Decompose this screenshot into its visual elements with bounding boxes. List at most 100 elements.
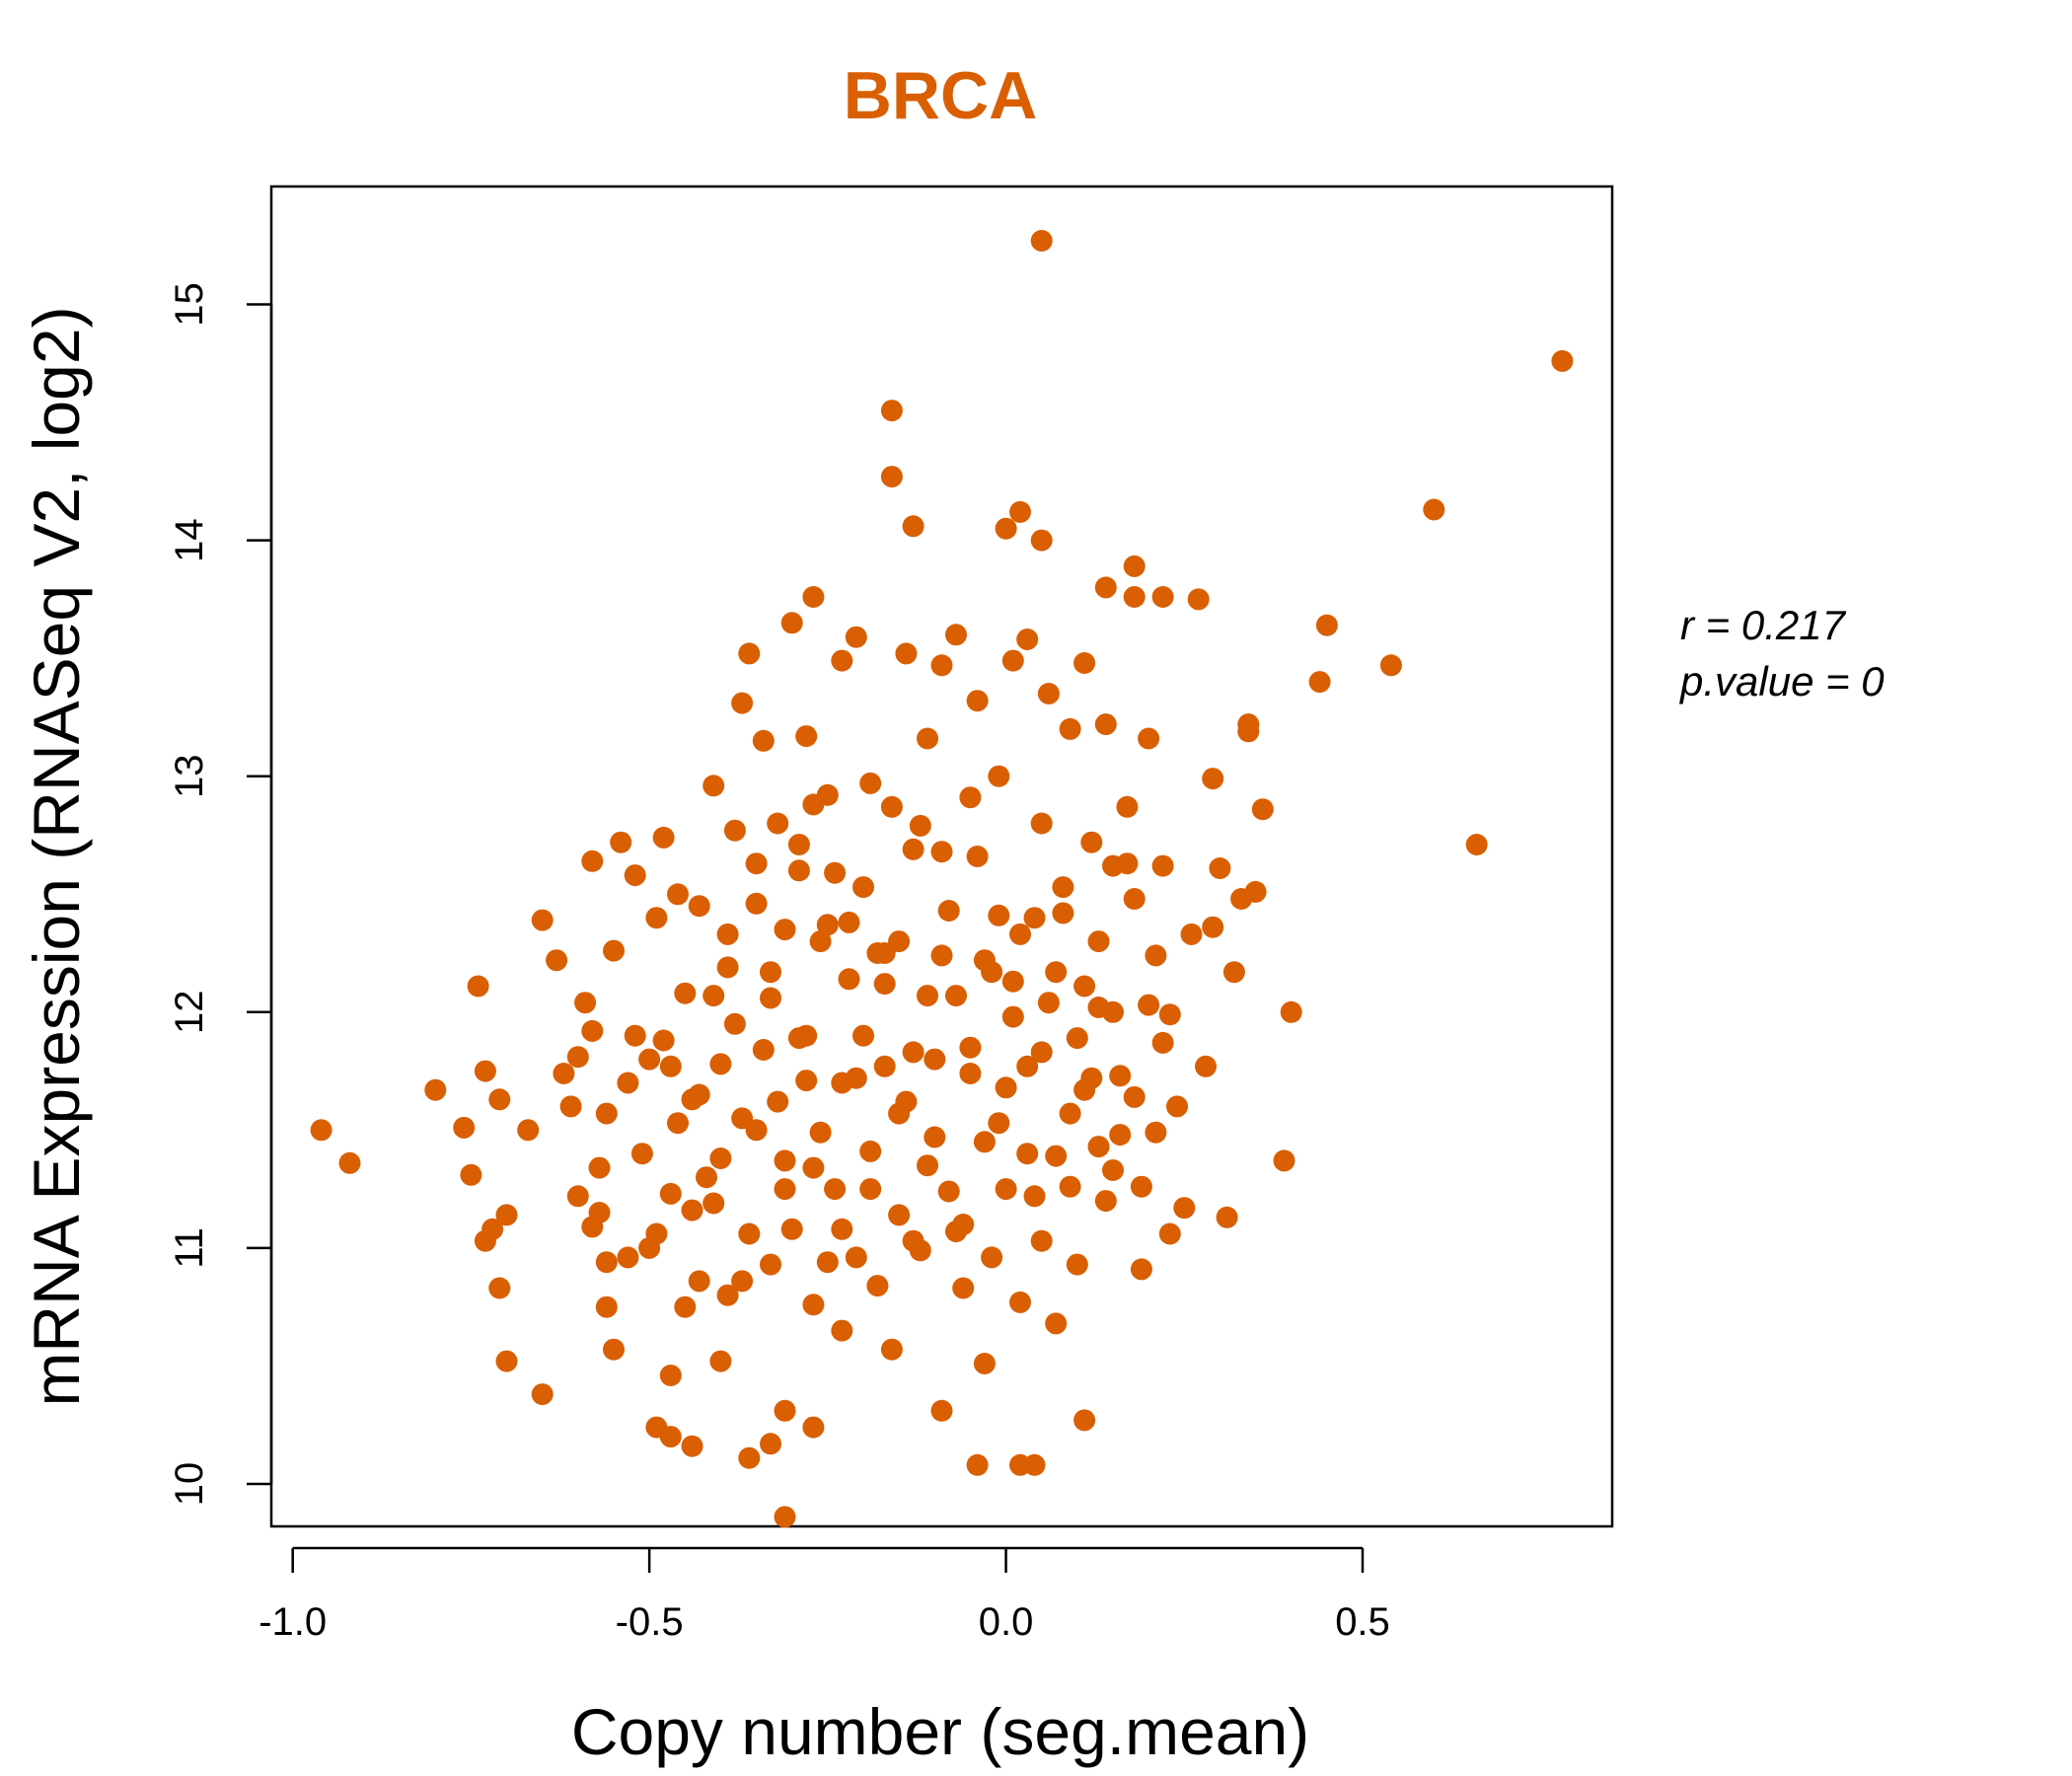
data-point (603, 1338, 625, 1361)
data-point (581, 1216, 604, 1238)
data-point (995, 517, 1017, 540)
data-point (866, 1275, 889, 1297)
y-axis: 10 11 12 13 14 15 (168, 282, 273, 1507)
data-point (1009, 500, 1031, 523)
data-point (930, 1399, 953, 1422)
data-point (1087, 930, 1110, 953)
data-point (859, 1178, 882, 1201)
data-point (531, 909, 554, 931)
data-point (610, 831, 632, 853)
data-point (774, 1149, 796, 1172)
data-point (1059, 1175, 1081, 1198)
data-point (1158, 1003, 1181, 1026)
data-point (595, 1295, 618, 1318)
data-point (802, 1156, 825, 1179)
data-point (831, 649, 853, 672)
data-point (1052, 876, 1074, 899)
y-tick-label: 10 (168, 1462, 211, 1507)
data-point (1151, 1031, 1174, 1054)
data-point (1166, 1095, 1188, 1118)
data-point (1102, 1159, 1124, 1181)
data-point (1151, 586, 1174, 608)
data-point (966, 1453, 989, 1476)
data-point (1180, 923, 1203, 945)
data-point (809, 1121, 832, 1144)
data-point (809, 930, 832, 953)
data-point (723, 1012, 746, 1035)
data-point (930, 654, 953, 677)
data-point (802, 1416, 825, 1439)
data-point (688, 1270, 710, 1293)
data-point (745, 852, 768, 875)
data-point (1073, 1409, 1096, 1432)
data-point (1001, 649, 1024, 672)
data-point (995, 1178, 1017, 1201)
data-point (1016, 1055, 1039, 1077)
data-point (1001, 1005, 1024, 1028)
data-point (731, 1107, 754, 1130)
data-point (937, 1180, 960, 1203)
data-point (824, 1178, 847, 1201)
y-tick-label: 12 (168, 991, 211, 1035)
data-point (1173, 1197, 1196, 1220)
data-point (1130, 1258, 1152, 1281)
data-point (645, 1416, 668, 1439)
data-point (481, 1218, 504, 1240)
data-point (859, 1140, 882, 1162)
data-point (703, 1192, 725, 1215)
data-point (310, 1119, 333, 1142)
data-point (716, 923, 739, 945)
data-point (966, 690, 989, 712)
data-point (1001, 970, 1024, 993)
data-point (731, 1270, 754, 1293)
data-point (703, 775, 725, 797)
data-point (1030, 812, 1053, 835)
data-point (902, 515, 925, 538)
x-axis: -1.0 -0.5 0.0 0.5 (259, 1546, 1390, 1644)
data-point (1123, 555, 1146, 577)
data-point (738, 1446, 761, 1469)
data-point (1130, 1175, 1152, 1198)
data-point (973, 1353, 996, 1374)
data-point (1209, 857, 1231, 879)
data-point (723, 819, 746, 842)
data-point (659, 1182, 682, 1205)
data-point (716, 956, 739, 979)
x-tick-label: -1.0 (259, 1600, 327, 1644)
data-point (659, 1055, 682, 1077)
data-point (638, 1048, 661, 1071)
data-point (681, 1199, 703, 1221)
data-point (1023, 907, 1046, 929)
data-point (652, 826, 675, 849)
data-point (760, 1433, 781, 1455)
data-point (1073, 1078, 1096, 1101)
data-point (780, 612, 803, 634)
data-point (802, 586, 825, 608)
data-point (959, 786, 982, 809)
data-point (988, 765, 1010, 787)
data-point (546, 949, 568, 972)
data-point (945, 985, 967, 1007)
data-point (603, 939, 625, 962)
data-point (845, 1067, 867, 1089)
data-point (467, 975, 489, 998)
data-point (959, 1036, 982, 1059)
data-point (1138, 994, 1160, 1016)
data-point (1202, 916, 1224, 938)
data-point (1109, 1124, 1132, 1147)
y-tick-label: 13 (168, 754, 211, 798)
data-point (924, 1048, 946, 1071)
data-point (780, 1218, 803, 1240)
data-point (816, 1251, 839, 1274)
chart-title: BRCA (844, 58, 1037, 133)
data-point (1066, 1027, 1088, 1050)
data-point (937, 900, 960, 922)
data-point (845, 626, 867, 648)
data-point (859, 772, 882, 794)
data-point (617, 1246, 639, 1269)
data-point (1195, 1055, 1217, 1077)
data-point (1551, 349, 1574, 372)
data-point (674, 982, 697, 1004)
data-point (795, 725, 818, 748)
data-point (1066, 1253, 1088, 1276)
